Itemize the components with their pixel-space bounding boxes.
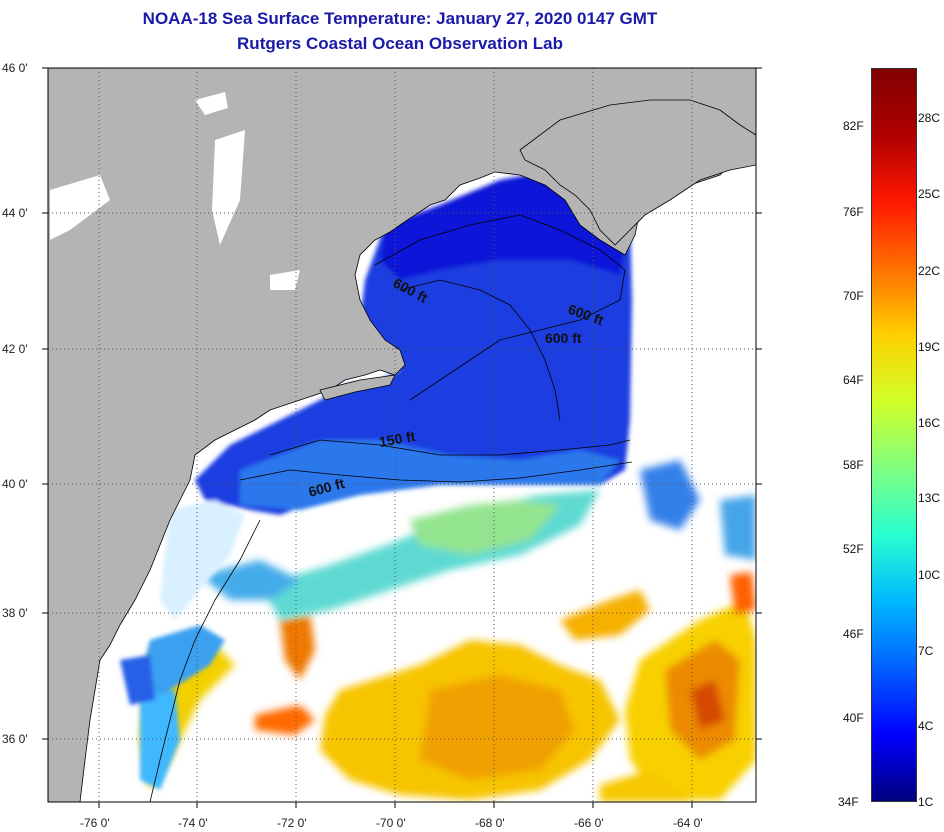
colorbar-fahrenheit-label: 70F — [843, 289, 864, 303]
shelf-water — [120, 130, 632, 790]
lon-label: -64 0' — [673, 816, 703, 830]
lon-label: -72 0' — [277, 816, 307, 830]
warm-water-patches — [140, 572, 756, 802]
axis-ticks — [42, 67, 762, 808]
bathymetry-contours — [149, 214, 633, 802]
contour-label: 150 ft — [378, 428, 417, 450]
colorbar-fahrenheit-label: 82F — [843, 119, 864, 133]
colorbar-celsius-label: 28C — [918, 111, 941, 125]
lat-label: 46 0' — [2, 61, 28, 75]
colorbar-fahrenheit-label: 76F — [843, 205, 864, 219]
colorbar-fahrenheit-label: 40F — [843, 711, 864, 725]
colorbar-fahrenheit-label: 34F — [838, 795, 859, 809]
lon-label: -68 0' — [475, 816, 505, 830]
colorbar-celsius-label: 19C — [918, 340, 941, 354]
lat-label: 36 0' — [2, 732, 28, 746]
map-subtitle: Rutgers Coastal Ocean Observation Lab — [237, 34, 563, 53]
land-masses — [48, 68, 756, 802]
colorbar-celsius-label: 10C — [918, 568, 941, 582]
mid-water-band — [200, 460, 756, 620]
lat-label: 38 0' — [2, 606, 28, 620]
colorbar-fahrenheit-label: 58F — [843, 458, 864, 472]
colorbar-celsius-label: 4C — [918, 719, 934, 733]
contour-label: 600 ft — [545, 330, 582, 346]
lat-label: 40 0' — [2, 477, 28, 491]
temperature-colorbar — [871, 68, 917, 802]
lat-label: 44 0' — [2, 206, 28, 220]
lat-label: 42 0' — [2, 342, 28, 356]
lon-label: -76 0' — [80, 816, 110, 830]
colorbar-fahrenheit-label: 52F — [843, 542, 864, 556]
colorbar-celsius-label: 1C — [918, 795, 934, 809]
map-title: NOAA-18 Sea Surface Temperature: January… — [142, 9, 658, 28]
lon-label: -70 0' — [376, 816, 406, 830]
colorbar-celsius-label: 16C — [918, 416, 941, 430]
map-frame — [47, 67, 757, 803]
colorbar-fahrenheit-label: 46F — [843, 627, 864, 641]
lon-label: -74 0' — [178, 816, 208, 830]
colorbar-celsius-label: 25C — [918, 187, 941, 201]
colorbar-fahrenheit-label: 64F — [843, 373, 864, 387]
colorbar-celsius-label: 22C — [918, 264, 941, 278]
lon-label: -66 0' — [574, 816, 604, 830]
colorbar-celsius-label: 13C — [918, 491, 941, 505]
lakes — [50, 92, 300, 290]
colorbar-celsius-label: 7C — [918, 644, 934, 658]
